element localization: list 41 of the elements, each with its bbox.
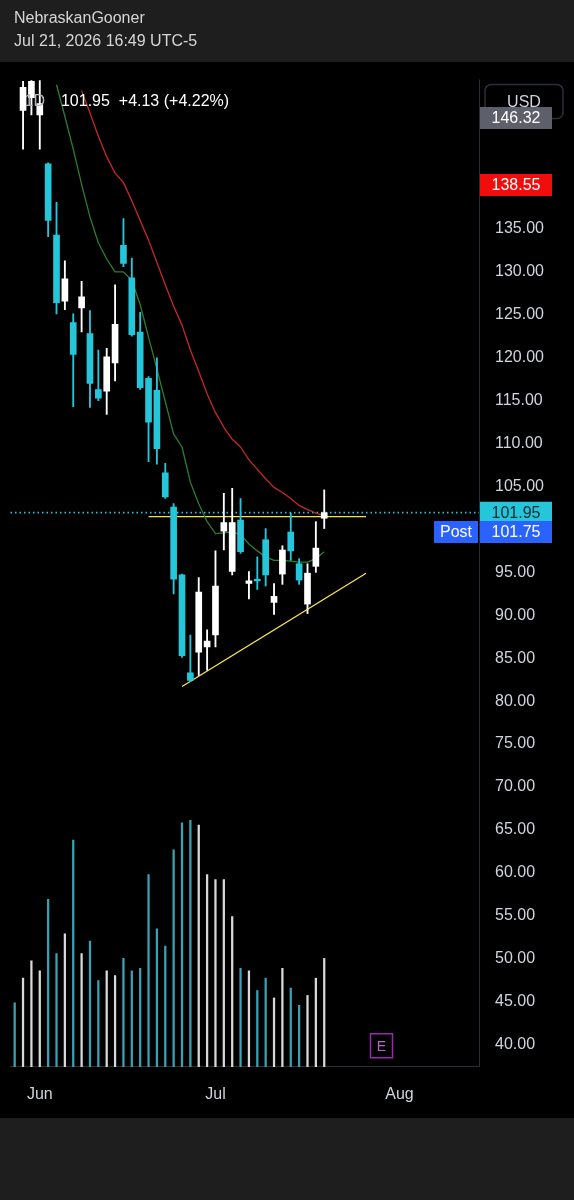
- bar: [30, 960, 33, 1067]
- y-tick-label: 105.00: [495, 476, 545, 494]
- text: 101.75: [491, 523, 541, 541]
- y-tick-label: 80.00: [495, 691, 536, 709]
- bar: [189, 819, 192, 1067]
- y-tick-label: 55.00: [495, 906, 536, 924]
- x-tick-label: Jun: [26, 1084, 53, 1102]
- y-tick-label: 75.00: [495, 734, 536, 752]
- bar: [55, 952, 58, 1067]
- bar: [80, 952, 83, 1067]
- bar: [147, 873, 150, 1067]
- y-tick-label: 95.00: [495, 562, 536, 580]
- x-tick-label: Aug: [385, 1084, 414, 1102]
- y-tick-label: 40.00: [495, 1034, 536, 1052]
- x-tick-label: Jul: [205, 1084, 226, 1102]
- y-tick-label: 65.00: [495, 820, 536, 838]
- bar: [239, 967, 242, 1067]
- y-tick-label: 45.00: [495, 991, 536, 1009]
- y-tick-label: 50.00: [495, 949, 536, 967]
- text: Jul 21, 2026 16:49 UTC-5: [14, 31, 198, 51]
- text: 138.55: [491, 176, 541, 194]
- y-tick-label: 120.00: [495, 348, 545, 366]
- y-tick-label: 70.00: [495, 777, 536, 795]
- y-tick-label: 135.00: [495, 219, 545, 237]
- bar: [306, 994, 309, 1067]
- text: USD: [507, 93, 541, 111]
- y-tick-label: 115.00: [495, 391, 543, 409]
- bar: [281, 967, 284, 1067]
- y-tick-label: 60.00: [495, 863, 536, 881]
- y-tick-label: 90.00: [495, 605, 536, 623]
- text: 146.32: [491, 109, 541, 127]
- bar: [214, 878, 217, 1067]
- y-tick-label: 85.00: [495, 648, 536, 666]
- y-tick-label: 130.00: [495, 262, 545, 280]
- annotation: Post: [439, 523, 473, 541]
- y-tick-label: 110.00: [495, 433, 543, 451]
- annotation: E: [376, 1037, 387, 1054]
- ref-line-label: 101.95: [491, 504, 541, 522]
- text: NebraskanGooner: [14, 8, 146, 28]
- bar: [122, 957, 125, 1067]
- y-tick-label: 125.00: [495, 305, 545, 323]
